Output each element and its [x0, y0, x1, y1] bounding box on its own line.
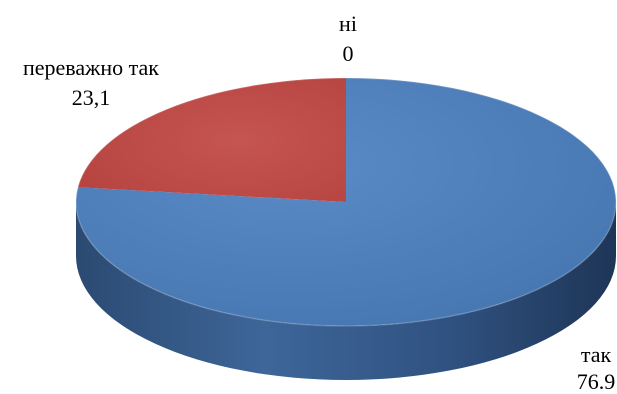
slice-side-0	[76, 202, 616, 380]
pie-slices	[75, 77, 617, 327]
pie-sides	[76, 202, 616, 380]
slice-label-ni: ні	[339, 11, 357, 36]
slice-label-tak: так	[581, 342, 612, 367]
slice-value-tak: 76.9	[577, 369, 616, 394]
slice-value-perevazhno-tak: 23,1	[72, 85, 111, 110]
pie-rim	[75, 77, 617, 327]
slice-label-perevazhno-tak: переважно так	[23, 55, 159, 80]
slice-1	[77, 78, 347, 202]
slice-value-ni: 0	[343, 41, 354, 66]
